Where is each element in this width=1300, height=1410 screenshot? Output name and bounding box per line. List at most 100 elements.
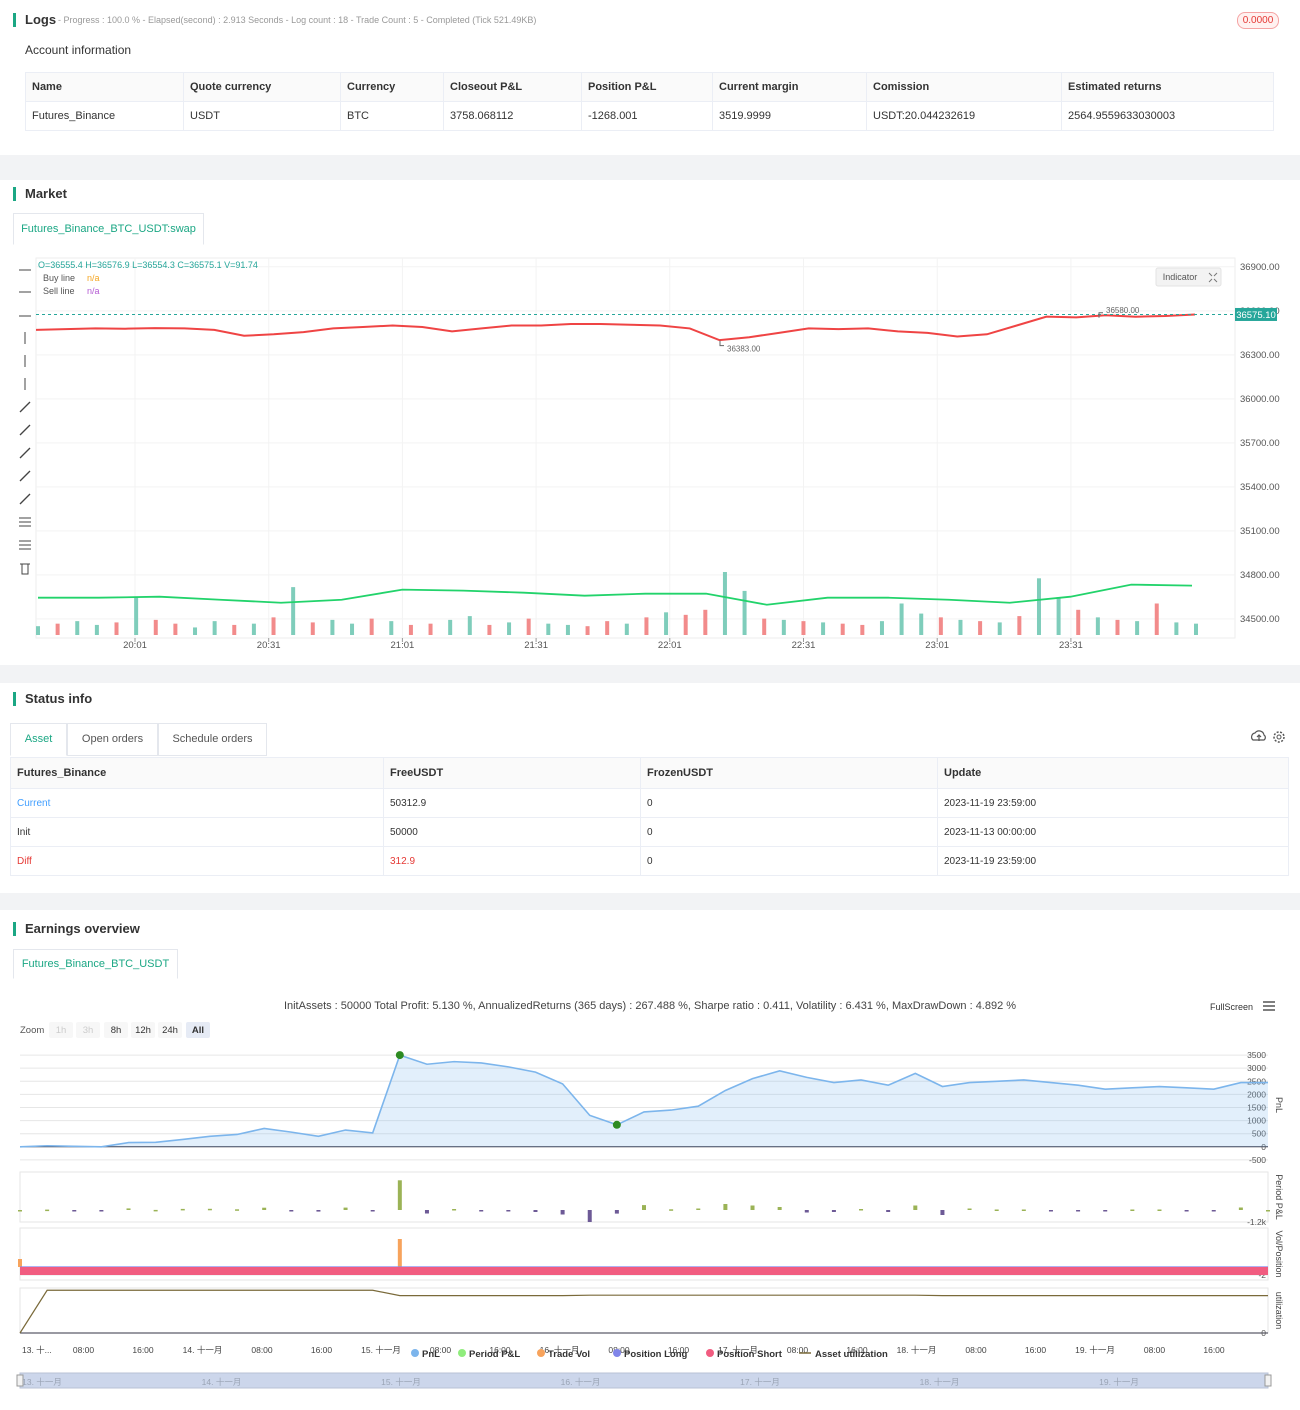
tool-icon[interactable] <box>20 563 30 575</box>
volume-bar <box>1194 623 1198 635</box>
volume-bar <box>507 622 512 635</box>
tool-icon[interactable] <box>19 447 31 459</box>
column-header: Name <box>25 72 184 102</box>
tool-glyph <box>20 563 30 575</box>
bar <box>262 1207 267 1210</box>
navigator-label: 19. 十一月 <box>1099 1377 1139 1387</box>
tab[interactable]: Futures_Binance_BTC_USDT <box>13 949 178 979</box>
tool-icon[interactable] <box>19 470 31 482</box>
tab[interactable]: Futures_Binance_BTC_USDT:swap <box>13 213 204 245</box>
legend-label: Trade Vol <box>548 1349 590 1360</box>
volume-bar <box>997 622 1002 635</box>
legend-item[interactable]: Position Short <box>706 1349 783 1360</box>
indicator-button[interactable]: Indicator <box>1155 267 1222 287</box>
menu-icon[interactable] <box>1263 1001 1275 1011</box>
volume-bar <box>389 621 394 635</box>
y-tick-label: 2500 <box>1247 1076 1266 1086</box>
table-cell: Init <box>10 817 384 847</box>
fullscreen-button[interactable]: FullScreen <box>1210 1002 1253 1012</box>
status-table: Futures_Binance FreeUSDT FrozenUSDT Update C… <box>10 757 1289 876</box>
y-tick-label: 3000 <box>1247 1063 1266 1073</box>
button-bg <box>104 1022 128 1038</box>
navigator-label: 18. 十一月 <box>920 1377 960 1387</box>
volume-bar <box>428 623 433 635</box>
column-header: Comission <box>866 72 1062 102</box>
column-header: Position P&L <box>581 72 713 102</box>
tool-icon[interactable] <box>19 401 31 413</box>
area-fill <box>20 1055 1268 1147</box>
table-cell: Diff <box>10 846 384 876</box>
table-cell: 3519.9999 <box>712 101 867 131</box>
zoom-label: Zoom <box>20 1025 44 1036</box>
navigator-label: 15. 十一月 <box>381 1377 421 1387</box>
bar <box>397 1180 402 1210</box>
volume-bar <box>978 621 983 635</box>
tool-icon[interactable] <box>19 517 31 527</box>
section-title: Logs <box>13 13 56 27</box>
navigator[interactable]: 13. 十一月 14. 十一月 15. 十一月 16. 十一月 17. 十一月 18. 十… <box>16 1372 1272 1389</box>
volume-bar <box>369 618 374 635</box>
volume-bar <box>879 621 884 635</box>
volume-bar <box>291 587 296 635</box>
legend-item[interactable]: Asset utilization <box>799 1349 888 1360</box>
column-header: Closeout P&L <box>443 72 582 102</box>
indicator-value: n/a <box>87 273 100 283</box>
x-tick-label: 16:00 <box>1203 1345 1225 1355</box>
volume-bar <box>958 619 963 635</box>
zoom-button[interactable]: 8h <box>104 1022 128 1038</box>
bar <box>1103 1210 1108 1212</box>
status-panel: Status info Asset Open orders Schedule ord… <box>0 683 1300 893</box>
tool-glyph <box>19 493 31 505</box>
volume-bar <box>605 621 610 635</box>
bar <box>506 1210 511 1212</box>
settings-icon[interactable] <box>1273 731 1285 743</box>
zoom-button[interactable]: 12h <box>131 1022 155 1038</box>
volume-bar <box>251 623 256 635</box>
zoom-button[interactable]: 24h <box>158 1022 182 1038</box>
bar <box>343 1207 348 1210</box>
navigator-label: 13. 十一月 <box>22 1377 62 1387</box>
tool-glyph <box>19 447 31 459</box>
volume-bar <box>94 624 99 635</box>
tool-glyph <box>19 401 31 413</box>
subsection-title: Account information <box>25 43 132 57</box>
volume-bar <box>448 619 453 635</box>
x-tick-label: 20:31 <box>257 640 281 651</box>
tab[interactable]: Schedule orders <box>158 723 267 756</box>
bar <box>1211 1210 1216 1212</box>
y-tick-label: 35100.00 <box>1240 526 1280 537</box>
tab[interactable]: Open orders <box>67 723 158 756</box>
volume-bar <box>114 622 119 635</box>
y-tick-label: -1.2k <box>1247 1217 1267 1227</box>
y-tick-label: 35700.00 <box>1240 438 1280 449</box>
legend-item[interactable]: Trade Vol <box>537 1349 590 1360</box>
volume-bar <box>565 624 570 635</box>
bar <box>289 1210 294 1212</box>
column-header: FreeUSDT <box>383 757 641 789</box>
navigator-label: 14. 十一月 <box>202 1377 242 1387</box>
zoom-button[interactable]: All <box>186 1022 210 1038</box>
upload-icon[interactable] <box>1251 730 1266 741</box>
bar <box>587 1210 592 1222</box>
volume-bar <box>487 624 492 635</box>
legend-item[interactable]: Position Long <box>613 1349 688 1360</box>
legend-item[interactable]: Period P&L <box>458 1349 520 1360</box>
section-title: Status info <box>13 692 92 706</box>
tool-icon[interactable] <box>19 540 31 550</box>
tool-icon[interactable] <box>19 424 31 436</box>
bar <box>99 1210 104 1212</box>
y-tick-label: 3500 <box>1247 1050 1266 1060</box>
tool-icon[interactable] <box>19 493 31 505</box>
bar <box>750 1205 755 1210</box>
bar <box>1184 1210 1189 1212</box>
table-cell: 0 <box>640 817 938 847</box>
volume-bar <box>1076 609 1081 635</box>
legend-label: Asset utilization <box>815 1349 888 1360</box>
tab[interactable]: Asset <box>10 723 67 756</box>
account-table: Name Quote currency Currency Closeout P&L Po… <box>25 72 1274 131</box>
bar <box>18 1210 22 1212</box>
legend-item[interactable]: PnL <box>411 1349 440 1360</box>
legend-label: PnL <box>422 1349 440 1360</box>
volume-bar <box>173 623 178 635</box>
table-cell: 2023-11-13 00:00:00 <box>937 817 1289 847</box>
